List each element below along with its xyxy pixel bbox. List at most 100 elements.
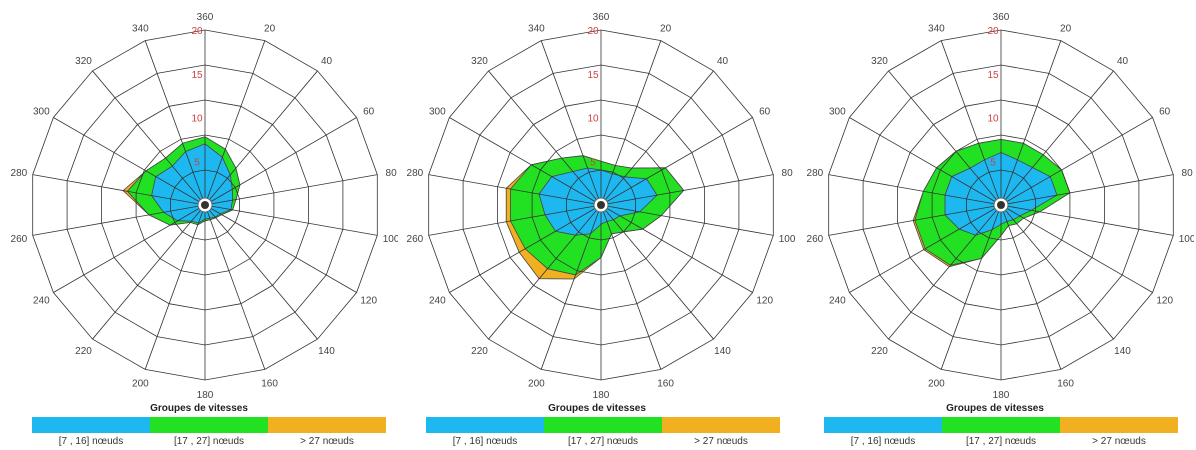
spoke-40	[204, 70, 318, 206]
spoke-140	[600, 204, 714, 340]
wind-rose-chart-1: 360 20 40 60 80 100 120 140 160 180 200 220 240 260 28…	[11, 12, 398, 400]
spoke-260	[428, 204, 602, 236]
legend-swatch-mid	[150, 417, 268, 433]
direction-label-240: 240	[33, 296, 50, 307]
radial-tick-20: 20	[191, 26, 203, 37]
direction-label-100: 100	[779, 234, 796, 245]
direction-label-280: 280	[807, 168, 824, 179]
direction-label-40: 40	[717, 56, 729, 67]
radial-tick-5: 5	[194, 157, 200, 168]
direction-label-140: 140	[1114, 346, 1131, 357]
direction-label-80: 80	[1182, 168, 1194, 179]
direction-label-200: 200	[928, 379, 945, 390]
spoke-200	[940, 204, 1002, 370]
direction-label-220: 220	[75, 346, 92, 357]
wind-rose-chart-2: 360 20 40 60 80 100 120 140 160 180 200 220 240 260 28…	[407, 12, 796, 400]
direction-label-120: 120	[1156, 296, 1173, 307]
spoke-200	[540, 204, 602, 370]
legend-label-low: [7 , 16] nœuds	[58, 436, 124, 447]
speed-legend-1: Groupes de vitesses [7 , 16] nœuds [17 ,…	[0, 403, 398, 450]
legend-swatch-high	[268, 417, 386, 433]
legend-title: Groupes de vitesses	[946, 403, 1044, 414]
spoke-20	[204, 40, 266, 206]
spoke-340	[540, 40, 602, 206]
spoke-320	[92, 70, 206, 206]
direction-label-160: 160	[1057, 379, 1074, 390]
direction-label-340: 340	[928, 23, 945, 34]
radial-tick-10: 10	[987, 114, 999, 125]
spoke-280	[428, 174, 602, 206]
spoke-220	[888, 204, 1002, 340]
radial-tick-20: 20	[587, 26, 599, 37]
legend-swatch-mid	[544, 417, 662, 433]
spoke-160	[204, 204, 266, 370]
direction-label-260: 260	[11, 234, 28, 245]
spoke-300	[849, 117, 1002, 206]
spoke-280	[32, 174, 206, 206]
direction-label-120: 120	[756, 296, 773, 307]
spoke-100	[204, 204, 378, 236]
radial-tick-10: 10	[191, 114, 203, 125]
direction-label-60: 60	[759, 107, 771, 118]
direction-label-260: 260	[807, 234, 824, 245]
spoke-40	[600, 70, 714, 206]
spoke-300	[449, 117, 602, 206]
radial-tick-20: 20	[987, 26, 999, 37]
direction-label-300: 300	[829, 107, 846, 118]
spoke-60	[1000, 117, 1153, 206]
direction-label-240: 240	[829, 296, 846, 307]
direction-label-300: 300	[429, 107, 446, 118]
direction-label-320: 320	[75, 56, 92, 67]
direction-label-280: 280	[11, 168, 28, 179]
spoke-120	[204, 204, 357, 293]
centre-dot	[201, 201, 209, 209]
centre-dot	[597, 201, 605, 209]
wind-rose-panel-2: 360 20 40 60 80 100 120 140 160 180 200 220 240 260 28…	[398, 0, 796, 450]
direction-label-180: 180	[593, 390, 610, 400]
spoke-80	[1000, 174, 1174, 206]
radial-tick-10: 10	[587, 114, 599, 125]
spoke-340	[144, 40, 206, 206]
spoke-160	[600, 204, 662, 370]
direction-label-80: 80	[782, 168, 794, 179]
legend-swatch-low	[32, 417, 150, 433]
wind-rose-panel-1: 360 20 40 60 80 100 120 140 160 180 200 220 240 260 28…	[0, 0, 398, 450]
wind-rose-chart-3: 360 20 40 60 80 100 120 140 160 180 200 220 240 260 28…	[807, 12, 1194, 400]
direction-label-160: 160	[657, 379, 674, 390]
direction-label-340: 340	[132, 23, 149, 34]
legend-label-high: > 27 nœuds	[1092, 436, 1146, 447]
spoke-140	[204, 204, 318, 340]
radial-tick-15: 15	[587, 70, 599, 81]
legend-swatch-low	[426, 417, 544, 433]
legend-swatch-low	[824, 417, 942, 433]
direction-label-60: 60	[363, 107, 375, 118]
speed-legend-3: Groupes de vitesses [7 , 16] nœuds [17 ,…	[796, 403, 1194, 450]
spoke-20	[600, 40, 662, 206]
legend-title: Groupes de vitesses	[548, 403, 646, 414]
spoke-40	[1000, 70, 1114, 206]
wind-rose-panel-3: 360 20 40 60 80 100 120 140 160 180 200 220 240 260 28…	[796, 0, 1194, 450]
spoke-320	[488, 70, 602, 206]
spoke-60	[600, 117, 753, 206]
direction-label-80: 80	[386, 168, 398, 179]
legend-swatch-mid	[942, 417, 1060, 433]
spoke-320	[888, 70, 1002, 206]
direction-label-20: 20	[660, 23, 672, 34]
spoke-280	[828, 174, 1002, 206]
spoke-120	[600, 204, 753, 293]
legend-label-high: > 27 nœuds	[300, 436, 354, 447]
centre-dot	[997, 201, 1005, 209]
direction-label-200: 200	[528, 379, 545, 390]
spoke-260	[828, 204, 1002, 236]
direction-label-200: 200	[132, 379, 149, 390]
direction-label-100: 100	[1179, 234, 1194, 245]
spoke-340	[940, 40, 1002, 206]
spoke-200	[144, 204, 206, 370]
spoke-240	[849, 204, 1002, 293]
legend-swatch-high	[662, 417, 780, 433]
direction-label-100: 100	[383, 234, 398, 245]
direction-label-320: 320	[871, 56, 888, 67]
direction-label-40: 40	[321, 56, 333, 67]
direction-label-360: 360	[993, 12, 1010, 23]
direction-label-240: 240	[429, 296, 446, 307]
